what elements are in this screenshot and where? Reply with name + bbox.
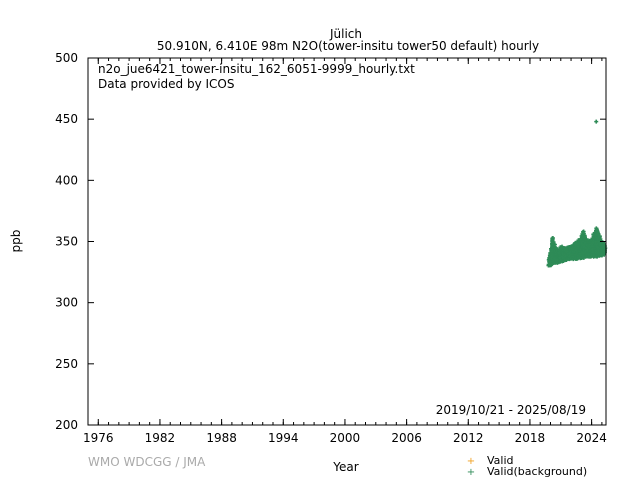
data-point [550, 236, 555, 241]
data-point [581, 229, 586, 234]
y-tick-label: 450 [55, 112, 78, 126]
data-point [595, 228, 600, 233]
y-tick-label: 200 [55, 418, 78, 432]
x-tick-label: 1994 [268, 431, 299, 445]
chart-title: Jülich [329, 27, 362, 41]
plot-frame [87, 57, 607, 426]
credit: WMO WDCGG / JMA [88, 455, 206, 469]
legend-marker-background: + [467, 467, 475, 478]
provider-annotation: Data provided by ICOS [98, 77, 234, 91]
x-tick-label: 2000 [330, 431, 361, 445]
file-annotation: n2o_jue6421_tower-insitu_162_6051-9999_h… [98, 62, 415, 76]
x-tick-label: 2018 [515, 431, 546, 445]
y-tick-label: 300 [55, 296, 78, 310]
data-point [598, 237, 603, 242]
x-tick-label: 1982 [145, 431, 176, 445]
data-point [551, 239, 556, 244]
y-tick-label: 350 [55, 235, 78, 249]
y-axis-label: ppb [9, 230, 23, 253]
legend-label-valid: Valid [487, 454, 514, 467]
x-axis-label: Year [332, 460, 358, 474]
y-tick-label: 250 [55, 357, 78, 371]
date-range: 2019/10/21 - 2025/08/19 [436, 403, 586, 417]
x-tick-label: 2012 [453, 431, 484, 445]
data-point [594, 226, 599, 231]
data-point [583, 235, 588, 240]
x-tick-label: 2006 [391, 431, 422, 445]
y-tick-label: 500 [55, 51, 78, 65]
data-point [596, 231, 601, 236]
y-tick-label: 400 [55, 173, 78, 187]
x-tick-label: 2024 [576, 431, 607, 445]
x-tick-label: 1976 [83, 431, 114, 445]
data-point [594, 119, 599, 124]
legend-marker-valid: + [467, 456, 475, 467]
x-tick-label: 1988 [206, 431, 237, 445]
chart-subtitle: 50.910N, 6.410E 98m N2O(tower-insitu tow… [157, 39, 539, 53]
legend-label-background: Valid(background) [487, 465, 587, 478]
data-point [552, 242, 557, 247]
